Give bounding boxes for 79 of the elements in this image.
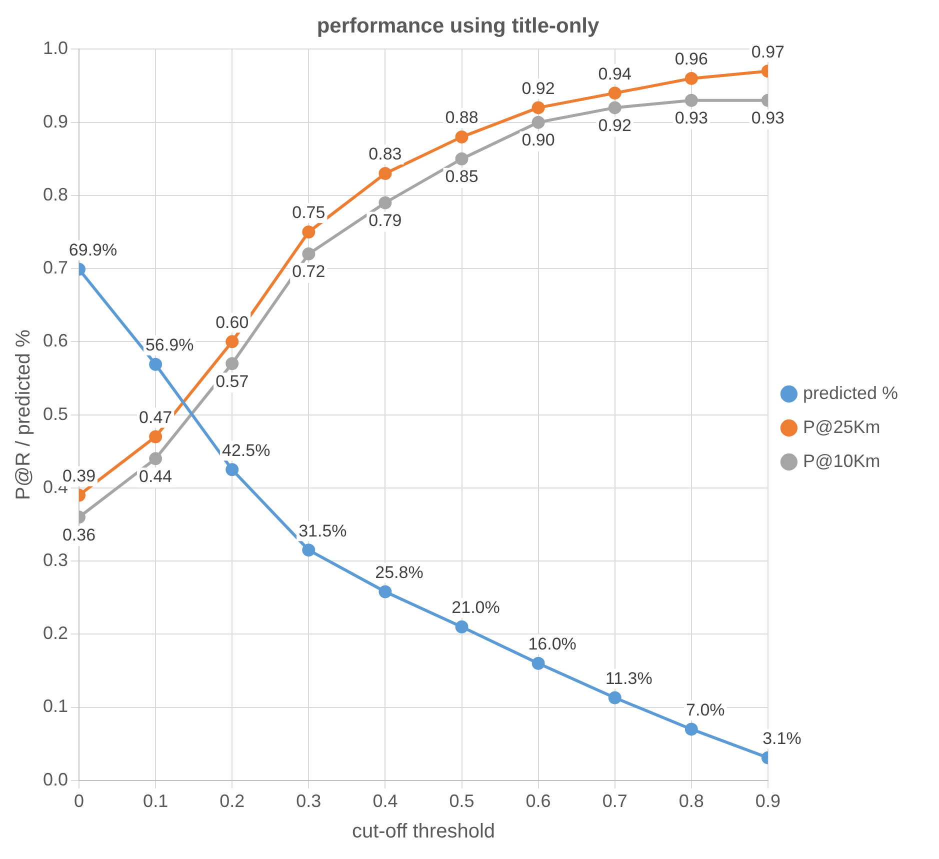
data-label: 0.93 <box>674 108 708 128</box>
data-label: 0.97 <box>751 42 784 62</box>
y-tick-label: 0.6 <box>42 330 68 351</box>
point <box>684 72 698 85</box>
point <box>455 620 468 634</box>
x-tick-label: 0.4 <box>372 791 398 812</box>
point <box>608 101 622 114</box>
data-label: 56.9% <box>145 336 194 355</box>
point <box>532 656 545 670</box>
data-label: 25.8% <box>375 562 424 582</box>
point <box>302 247 316 260</box>
x-tick-label: 0 <box>74 791 84 812</box>
point <box>455 130 468 144</box>
point <box>302 544 316 557</box>
x-tick-label: 0.5 <box>449 791 474 812</box>
point <box>226 357 239 370</box>
data-label: 0.79 <box>368 210 402 230</box>
point <box>608 86 622 100</box>
data-label: 0.47 <box>139 408 172 427</box>
data-label: 0.75 <box>292 203 326 222</box>
data-label: 69.9% <box>68 240 118 260</box>
y-tick-label: 0.8 <box>42 184 68 204</box>
point <box>378 167 392 180</box>
point <box>226 335 239 348</box>
point <box>378 585 392 598</box>
y-tick-label: 0.1 <box>42 696 68 716</box>
data-label: 21.0% <box>452 598 500 618</box>
point <box>684 722 698 736</box>
legend-label: P@25Km <box>802 416 880 437</box>
point <box>149 430 162 444</box>
point <box>378 196 392 210</box>
x-tick-label: 0.1 <box>143 791 168 812</box>
y-tick-label: 1.0 <box>42 38 68 58</box>
data-label: 0.36 <box>62 525 96 544</box>
y-tick-label: 0.9 <box>42 111 68 132</box>
data-label: 16.0% <box>528 634 576 654</box>
y-axis-title: P@R / predicted % <box>12 329 35 500</box>
x-tick-label: 0.7 <box>602 791 628 812</box>
point <box>226 463 239 476</box>
x-tick-label: 0.8 <box>678 791 704 812</box>
point <box>532 116 545 129</box>
point <box>455 152 468 166</box>
point <box>532 101 545 114</box>
data-label: 3.1% <box>762 728 802 748</box>
data-label: 0.44 <box>139 466 172 486</box>
point <box>608 691 622 704</box>
data-label: 0.85 <box>445 167 478 186</box>
x-tick-label: 0.6 <box>526 791 551 812</box>
x-tick-label: 0.9 <box>755 791 780 812</box>
data-label: 7.0% <box>686 700 725 720</box>
y-tick-label: 0.0 <box>42 769 68 790</box>
data-label: 0.83 <box>368 144 402 164</box>
legend-label: predicted % <box>802 382 898 403</box>
point <box>684 94 698 107</box>
y-tick-label: 0.5 <box>42 404 68 424</box>
legend-label: P@10Km <box>802 450 880 471</box>
data-label: 0.94 <box>598 64 632 84</box>
data-label: 42.5% <box>222 440 270 460</box>
data-label: 31.5% <box>298 521 347 540</box>
data-label: 0.92 <box>598 116 632 135</box>
y-tick-label: 0.7 <box>42 258 68 278</box>
data-label: 0.90 <box>522 130 555 150</box>
point <box>149 358 162 371</box>
data-label: 0.92 <box>522 78 555 98</box>
data-label: 0.60 <box>216 312 249 332</box>
x-tick-label: 0.3 <box>296 791 322 812</box>
data-label: 0.93 <box>751 108 784 128</box>
data-label: 0.96 <box>674 50 708 69</box>
data-label: 0.57 <box>216 372 249 391</box>
y-tick-label: 0.2 <box>42 623 68 644</box>
y-tick-label: 0.3 <box>42 550 68 570</box>
point <box>302 226 316 238</box>
data-label: 0.88 <box>445 108 478 128</box>
chart-title: performance using title-only <box>316 14 600 38</box>
data-label: 11.3% <box>605 668 652 688</box>
data-label: 0.72 <box>292 262 326 282</box>
point <box>149 452 162 466</box>
x-tick-label: 0.2 <box>220 791 245 812</box>
x-axis-title: cut-off threshold <box>352 820 496 843</box>
